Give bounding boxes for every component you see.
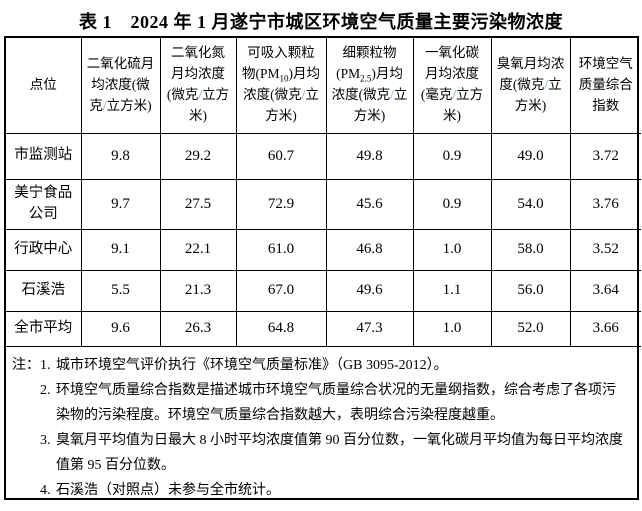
unit-slash: / — [102, 97, 107, 113]
table-body: 市监测站 9.8 29.2 60.7 49.8 0.9 49.0 3.72 美宁食品公司 9.7 2… — [6, 133, 641, 347]
value-cell-so2: 9.8 — [81, 133, 161, 180]
note-number: 2. — [40, 382, 51, 398]
value-cell-pm10: 60.7 — [236, 133, 327, 180]
table-row: 行政中心 9.1 22.1 61.0 46.8 1.0 58.0 3.52 — [6, 229, 641, 271]
subscript: 2.5 — [360, 74, 372, 85]
site-name-cell: 行政中心 — [6, 229, 82, 271]
unit-slash: / — [452, 87, 457, 103]
column-header-o3: 臭氧月均浓度(微克/立方米) — [491, 38, 571, 134]
value-cell-no2: 21.3 — [160, 270, 237, 312]
note-text: 城市环境空气评价执行《环境空气质量标准》（GB 3095-2012）。 — [56, 357, 448, 373]
unit-slash: / — [198, 87, 203, 103]
column-header-pm25: 细颗粒物(PM2.5)月均浓度(微克/立方米) — [326, 38, 414, 134]
value-cell-aqi: 3.76 — [570, 179, 641, 230]
note-item: 注： 1. 城市环境空气评价执行《环境空气质量标准》（GB 3095-2012）。 — [12, 353, 627, 378]
value-cell-pm10: 67.0 — [236, 270, 327, 312]
value-cell-o3: 56.0 — [491, 270, 571, 312]
column-header-pm10: 可吸入颗粒物(PM10)月均浓度(微克/立方米) — [236, 38, 327, 134]
air-quality-table-frame: 点位 二氧化硫月均浓度(微克/立方米) 二氧化氮月均浓度(微克/立方米) 可吸入颗粒物… — [4, 36, 641, 503]
table-row: 市监测站 9.8 29.2 60.7 49.8 0.9 49.0 3.72 — [6, 133, 641, 180]
table-row: 石溪浩 5.5 21.3 67.0 49.6 1.1 56.0 3.64 — [6, 270, 641, 312]
value-cell-so2: 9.6 — [81, 311, 161, 347]
table-row: 美宁食品公司 9.7 27.5 72.9 45.6 0.9 54.0 3.76 — [6, 179, 641, 230]
value-cell-aqi: 3.64 — [570, 270, 641, 312]
note-number: 4. — [40, 482, 51, 498]
value-cell-pm10: 61.0 — [236, 229, 327, 271]
value-cell-pm25: 49.8 — [326, 133, 414, 180]
site-name-cell: 全市平均 — [6, 311, 82, 347]
note-text: 石溪浩（对照点）未参与全市统计。 — [56, 482, 280, 498]
value-cell-aqi: 3.72 — [570, 133, 641, 180]
unit-slash: / — [544, 76, 549, 92]
value-cell-pm25: 49.6 — [326, 270, 414, 312]
value-cell-so2: 5.5 — [81, 270, 161, 312]
site-name-cell: 美宁食品公司 — [6, 179, 82, 230]
value-cell-no2: 26.3 — [160, 311, 237, 347]
column-header-site: 点位 — [6, 38, 82, 134]
value-cell-o3: 54.0 — [491, 179, 571, 230]
value-cell-no2: 27.5 — [160, 179, 237, 230]
note-item: 4. 石溪浩（对照点）未参与全市统计。 — [12, 478, 627, 503]
note-item: 3. 臭氧月平均值为日最大 8 小时平均浓度值第 90 百分位数，一氧化碳月平均值… — [12, 428, 627, 478]
note-number: 1. — [40, 357, 51, 373]
value-cell-pm10: 64.8 — [236, 311, 327, 347]
value-cell-aqi: 3.66 — [570, 311, 641, 347]
value-cell-aqi: 3.52 — [570, 229, 641, 271]
column-header-co: 一氧化碳月均浓度(毫克/立方米) — [413, 38, 492, 134]
subscript: 10 — [279, 74, 289, 85]
note-prefix: 注： — [12, 357, 40, 373]
value-cell-co: 1.1 — [413, 270, 492, 312]
value-cell-co: 1.0 — [413, 311, 492, 347]
table-title: 表 1 2024 年 1 月遂宁市城区环境空气质量主要污染物浓度 — [79, 12, 563, 32]
value-cell-so2: 9.7 — [81, 179, 161, 230]
unit-slash: / — [390, 87, 394, 103]
value-cell-no2: 29.2 — [160, 133, 237, 180]
site-name-cell: 石溪浩 — [6, 270, 82, 312]
value-cell-co: 0.9 — [413, 133, 492, 180]
notes-section: 注： 1. 城市环境空气评价执行《环境空气质量标准》（GB 3095-2012）。 2… — [6, 347, 637, 503]
value-cell-pm25: 46.8 — [326, 229, 414, 271]
value-cell-pm25: 47.3 — [326, 311, 414, 347]
note-text: 臭氧月平均值为日最大 8 小时平均浓度值第 90 百分位数，一氧化碳月平均值为每… — [56, 432, 623, 473]
value-cell-co: 1.0 — [413, 229, 492, 271]
value-cell-o3: 52.0 — [491, 311, 571, 347]
value-cell-pm10: 72.9 — [236, 179, 327, 230]
column-header-no2: 二氧化氮月均浓度(微克/立方米) — [160, 38, 237, 134]
note-item: 2. 环境空气质量综合指数是描述城市环境空气质量综合状况的无量纲指数，综合考虑了各… — [12, 378, 627, 428]
value-cell-no2: 22.1 — [160, 229, 237, 271]
column-header-aqi: 环境空气质量综合指数 — [570, 38, 641, 134]
table-header-row: 点位 二氧化硫月均浓度(微克/立方米) 二氧化氮月均浓度(微克/立方米) 可吸入颗粒物… — [6, 38, 641, 134]
value-cell-so2: 9.1 — [81, 229, 161, 271]
air-quality-table: 点位 二氧化硫月均浓度(微克/立方米) 二氧化氮月均浓度(微克/立方米) 可吸入颗粒物… — [6, 38, 641, 347]
value-cell-co: 0.9 — [413, 179, 492, 230]
document-page: 表 1 2024 年 1 月遂宁市城区环境空气质量主要污染物浓度 点位 二氧化硫月… — [4, 12, 641, 503]
value-cell-o3: 58.0 — [491, 229, 571, 271]
site-name-cell: 市监测站 — [6, 133, 82, 180]
value-cell-o3: 49.0 — [491, 133, 571, 180]
column-header-so2: 二氧化硫月均浓度(微克/立方米) — [81, 38, 161, 134]
note-text: 环境空气质量综合指数是描述城市环境空气质量综合状况的无量纲指数，综合考虑了各项污… — [56, 382, 616, 423]
table-row: 全市平均 9.6 26.3 64.8 47.3 1.0 52.0 3.66 — [6, 311, 641, 347]
note-number: 3. — [40, 432, 51, 448]
unit-slash: / — [301, 87, 306, 103]
value-cell-pm25: 45.6 — [326, 179, 414, 230]
